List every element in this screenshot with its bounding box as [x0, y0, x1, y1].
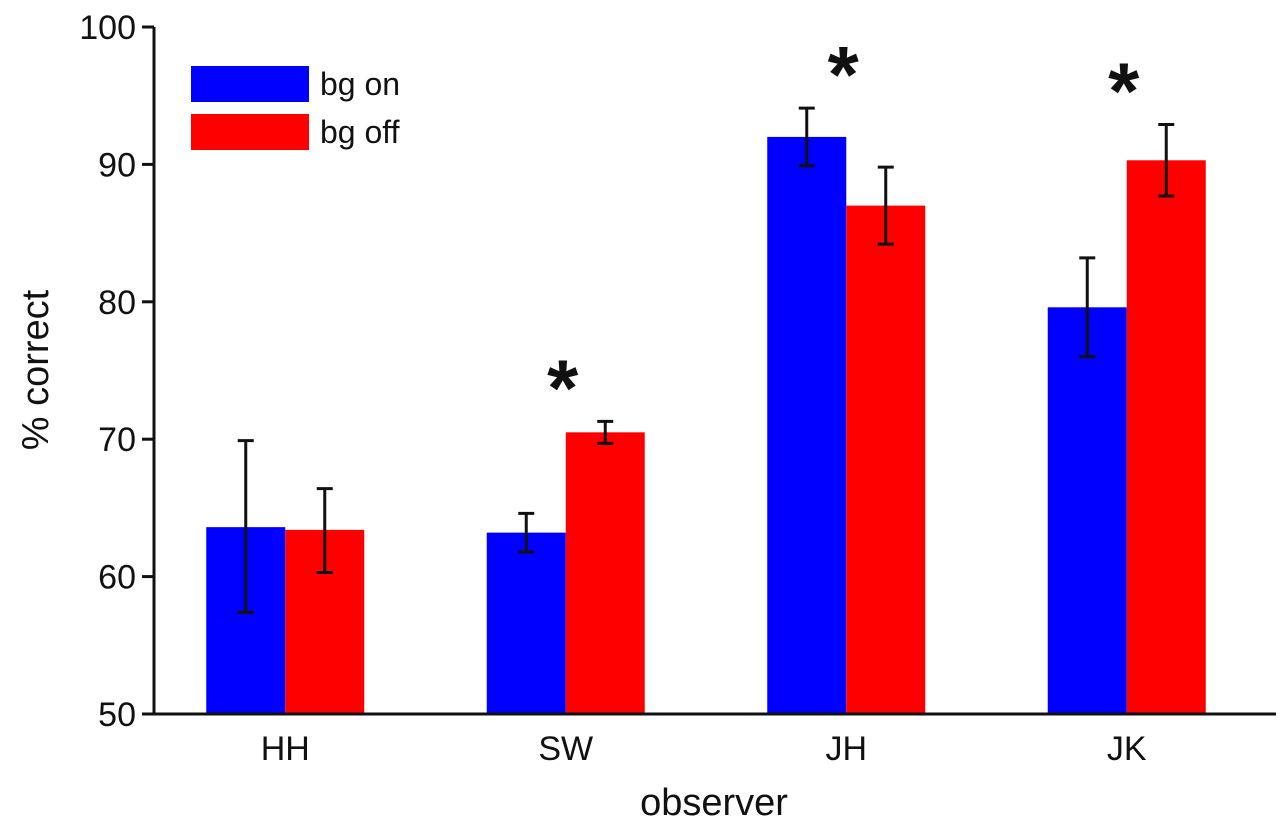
error-bars [237, 106, 1175, 614]
y-axis-ticks: 50 60 70 80 90 100 [79, 9, 154, 734]
bars [206, 136, 1206, 715]
legend-label: bg off [320, 114, 400, 150]
legend-label: bg on [320, 66, 400, 102]
significance-asterisk: * [828, 30, 860, 119]
x-tick-label: JK [1107, 730, 1147, 768]
significance-markers: * * * [547, 30, 1140, 432]
bar-jk-bg-off [1126, 160, 1206, 714]
y-tick-label: 70 [98, 421, 136, 459]
legend-swatch [191, 114, 309, 150]
legend-swatch [191, 66, 309, 102]
significance-asterisk: * [1108, 47, 1140, 136]
legend: bg on bg off [191, 66, 400, 150]
error-bar [518, 511, 535, 554]
error-bar [237, 439, 254, 614]
y-tick-label: 100 [79, 9, 136, 47]
bar-sw-bg-on [486, 532, 566, 714]
x-axis-ticks: HH SW JH JK [261, 730, 1147, 768]
significance-asterisk: * [547, 343, 579, 432]
x-tick-label: SW [538, 730, 593, 768]
bar-jk-bg-on [1047, 307, 1127, 714]
legend-item: bg on [191, 66, 400, 102]
y-tick-label: 50 [98, 696, 136, 734]
axes [152, 27, 1276, 716]
y-tick-label: 80 [98, 284, 136, 322]
y-axis-title: % correct [15, 289, 57, 450]
y-tick-label: 90 [98, 146, 136, 184]
error-bar [877, 165, 894, 246]
bar-sw-bg-off [565, 432, 645, 714]
error-bar [798, 106, 815, 168]
error-bar [597, 419, 614, 445]
bar-jh-bg-on [767, 136, 847, 715]
bar-jh-bg-off [846, 205, 926, 714]
error-bar [1158, 123, 1175, 198]
error-bar [316, 487, 333, 574]
x-tick-label: HH [261, 730, 310, 768]
error-bar [1079, 256, 1096, 359]
x-axis-title: observer [640, 782, 788, 823]
y-tick-label: 60 [98, 559, 136, 597]
x-tick-label: JH [825, 730, 867, 768]
legend-item: bg off [191, 114, 400, 150]
